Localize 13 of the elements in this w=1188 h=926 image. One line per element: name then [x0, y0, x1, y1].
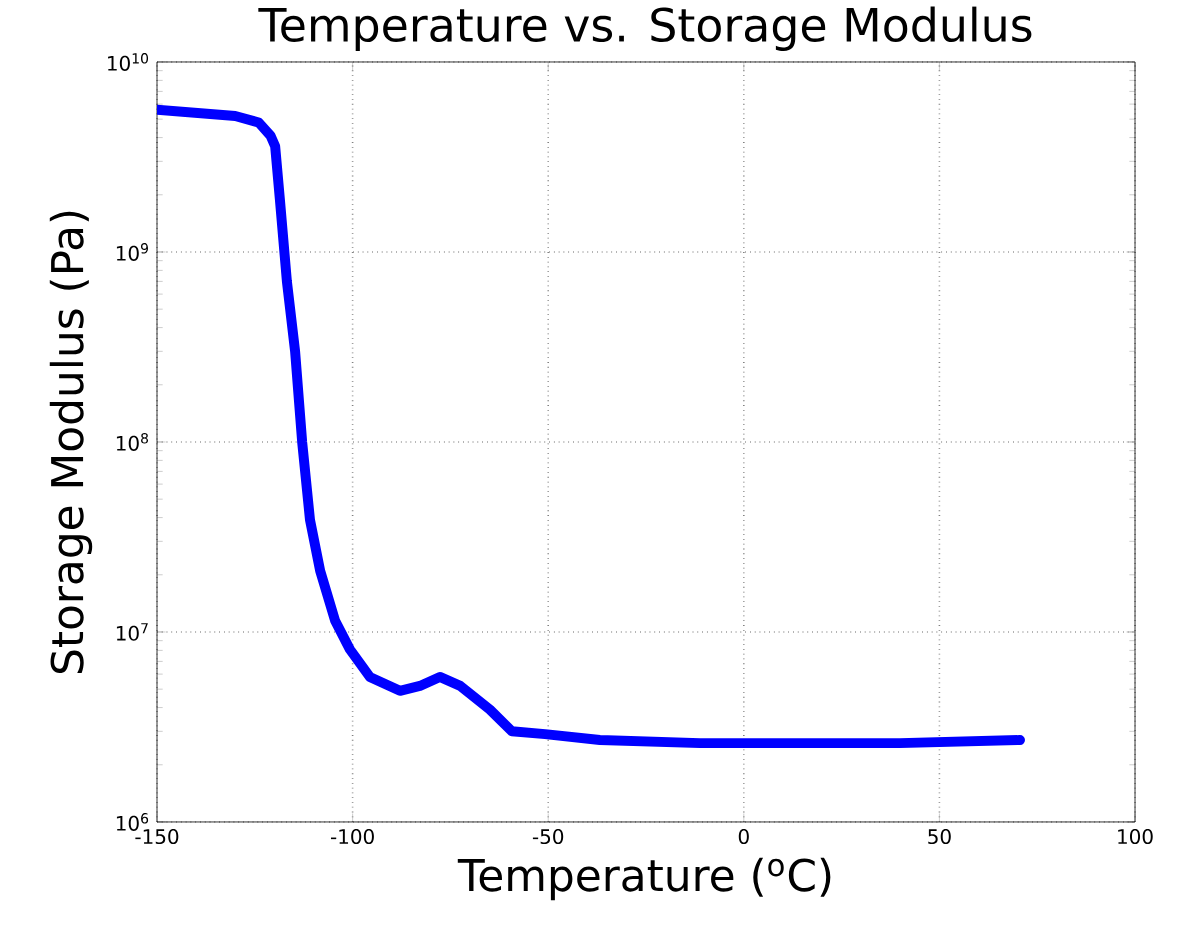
x-axis-title: Temperature ($^{o}$C) [457, 857, 831, 901]
y-tick-label: 10$^{7}$ [116, 623, 148, 641]
x-tick-label: 0 [738, 828, 749, 845]
x-tick-label: -150 [135, 828, 179, 845]
y-tick-label: 10$^{9}$ [116, 243, 148, 261]
chart-title: Temperature vs. Storage Modulus [258, 6, 1032, 51]
x-tick-label: -50 [532, 828, 564, 845]
x-tick-label: 100 [1118, 828, 1153, 845]
x-tick-label: 50 [928, 828, 951, 845]
y-tick-label: 10$^{8}$ [116, 433, 148, 451]
x-tick-label: -100 [330, 828, 374, 845]
y-tick-label: 10$^{10}$ [108, 53, 149, 71]
y-axis-title: Storage Modulus (Pa) [49, 211, 93, 674]
